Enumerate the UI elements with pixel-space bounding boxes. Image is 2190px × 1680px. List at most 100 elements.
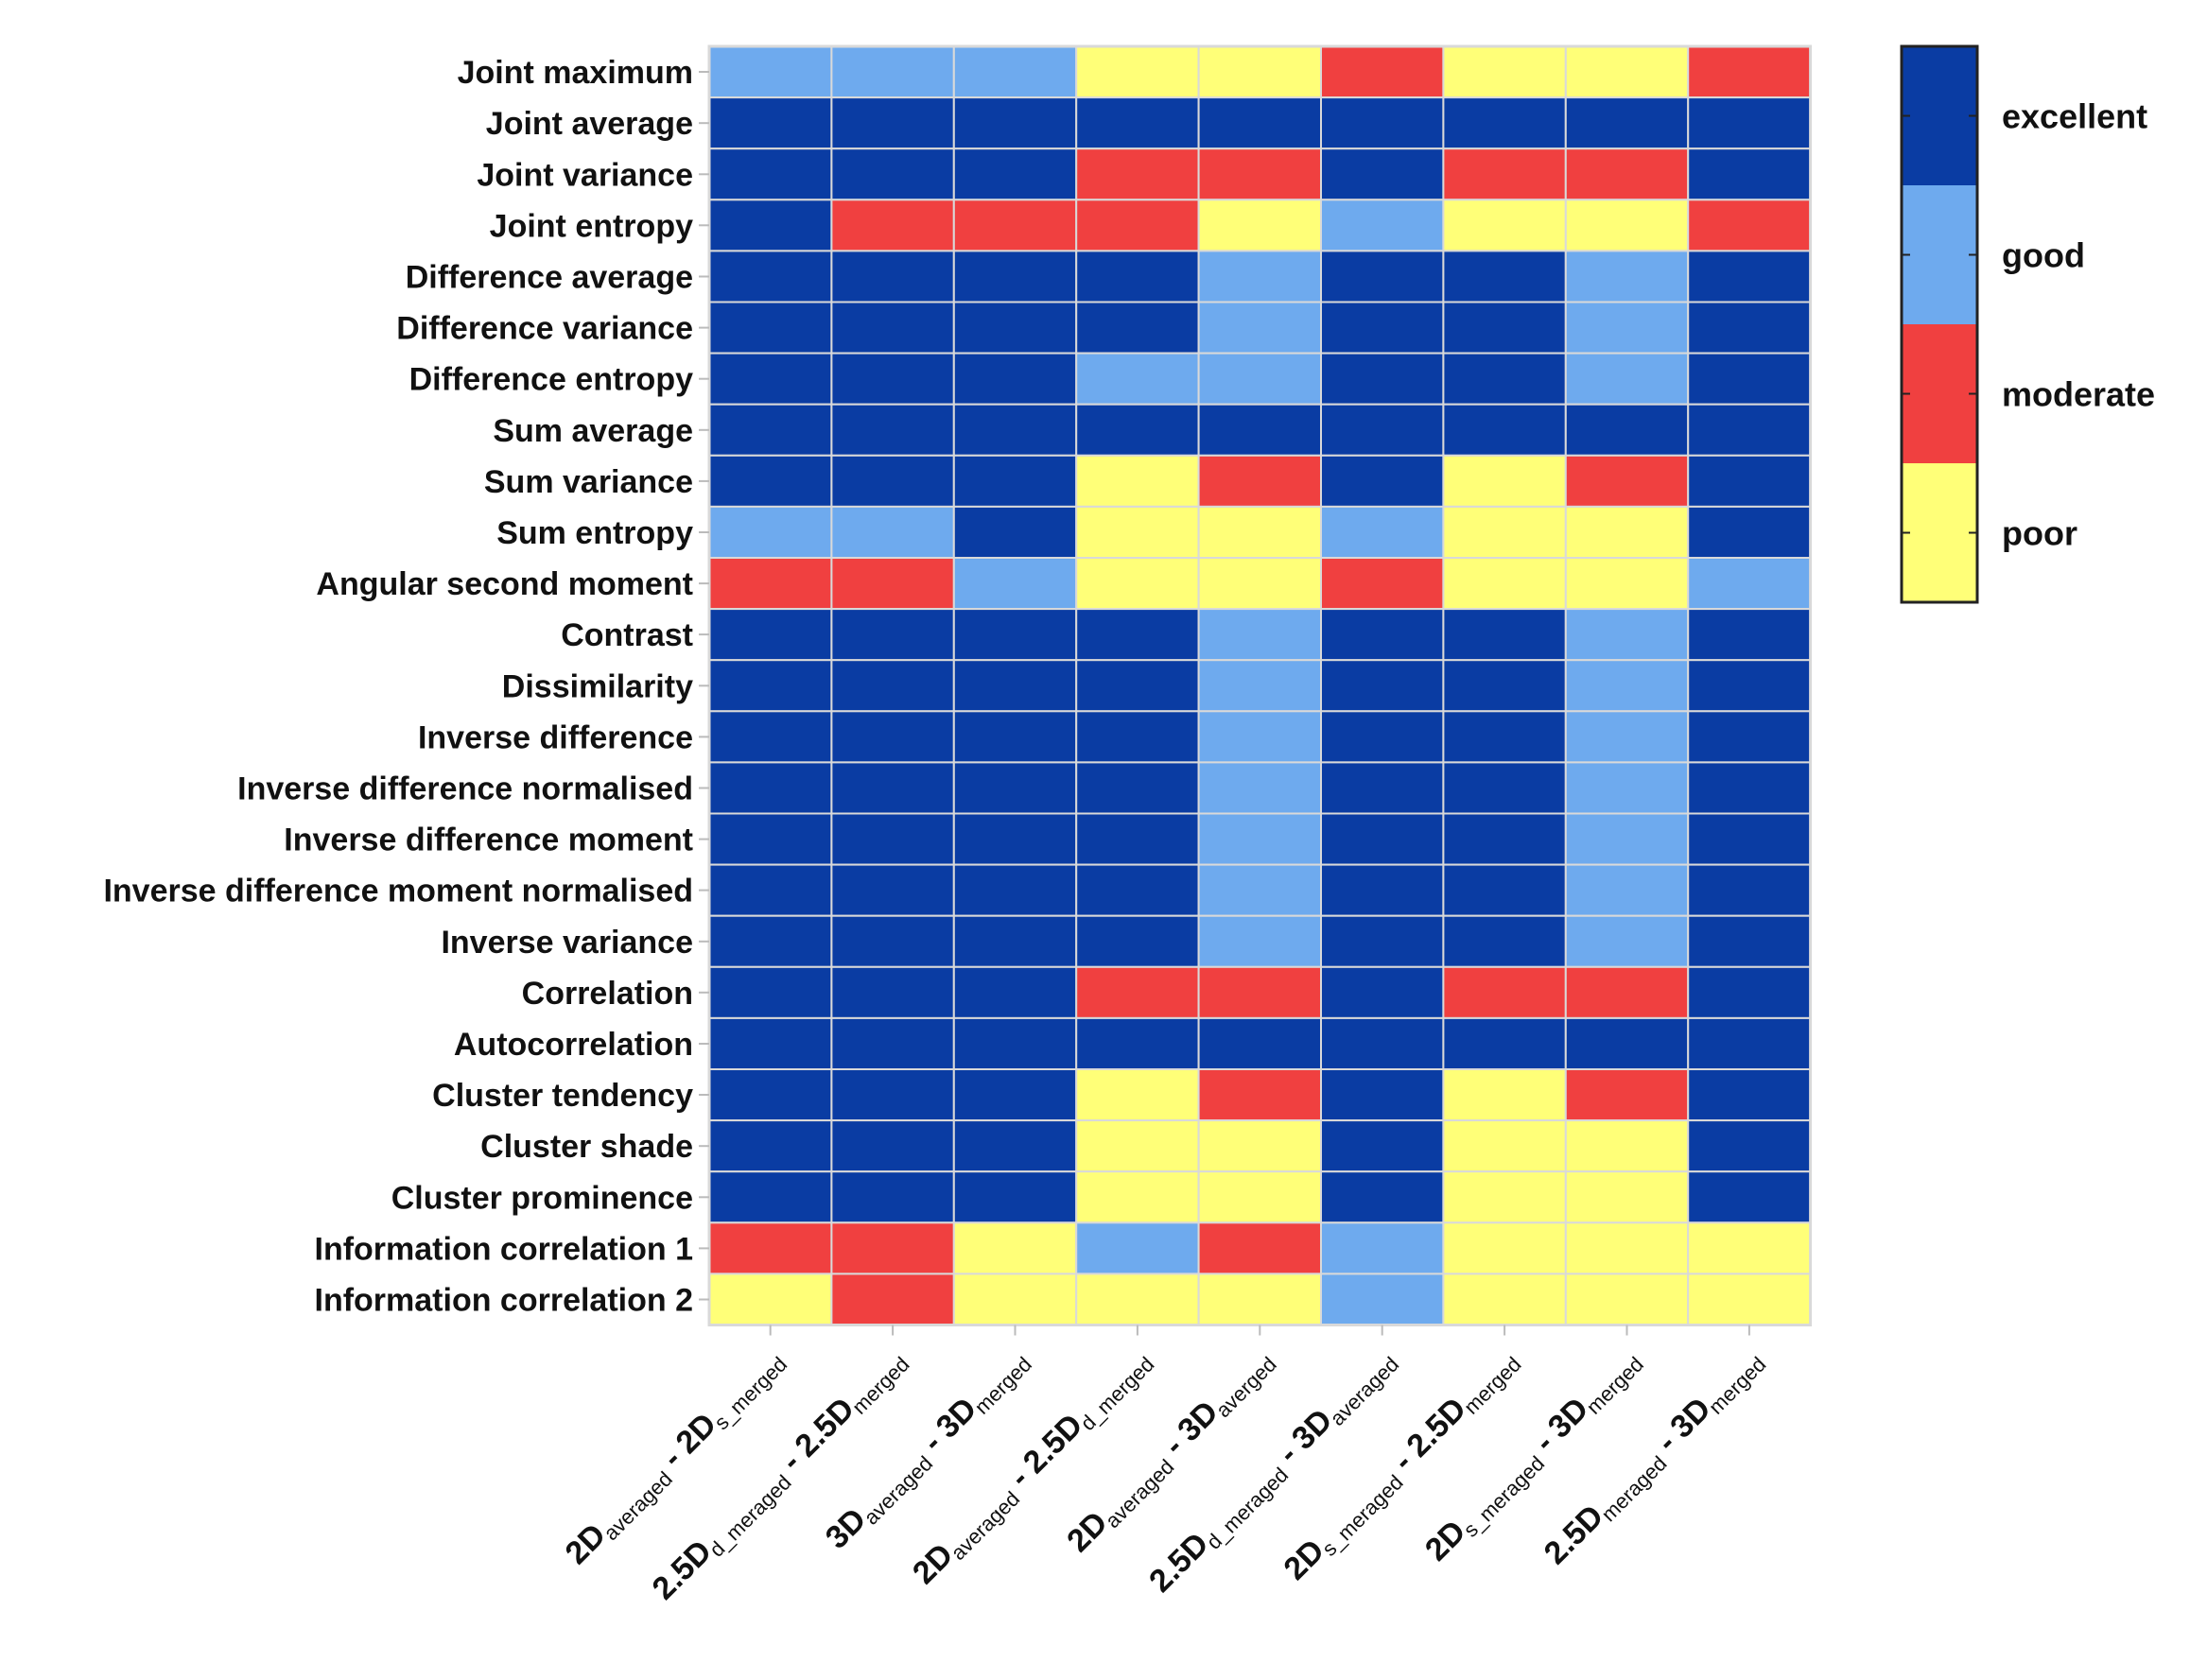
heatmap-cell-r17-c1 <box>708 863 833 917</box>
legend-swatch-excellent <box>1902 46 1977 185</box>
heatmap-cell-r22-c2 <box>830 1119 955 1173</box>
heatmap-cell-r18-c3 <box>952 914 1078 968</box>
heatmap-cell-r16-c5 <box>1197 812 1322 866</box>
heatmap-cell-r12-c7 <box>1442 608 1567 662</box>
heatmap-cell-r19-c7 <box>1442 965 1567 1019</box>
heatmap-cell-r1-c8 <box>1564 45 1690 99</box>
heatmap-cell-r24-c1 <box>708 1221 833 1275</box>
heatmap-cell-r19-c2 <box>830 965 955 1019</box>
heatmap-cell-r10-c3 <box>952 505 1078 560</box>
heatmap-cell-r14-c2 <box>830 710 955 764</box>
heatmap-cell-r22-c4 <box>1075 1119 1200 1173</box>
heatmap-cell-r21-c6 <box>1320 1068 1445 1122</box>
heatmap-cell-r14-c3 <box>952 710 1078 764</box>
row-label: Difference variance <box>396 311 693 347</box>
heatmap-cell-r25-c7 <box>1442 1273 1567 1326</box>
heatmap-cell-r4-c9 <box>1687 199 1812 252</box>
legend-border <box>1900 44 1979 604</box>
heatmap-cell-r18-c7 <box>1442 914 1567 968</box>
heatmap-cell-r22-c9 <box>1687 1119 1812 1173</box>
heatmap-cell-r5-c1 <box>708 250 833 303</box>
heatmap-cell-r1-c2 <box>830 45 955 99</box>
heatmap-cell-r9-c8 <box>1564 454 1690 508</box>
row-label: Contrast <box>561 617 693 653</box>
heatmap-cell-r11-c3 <box>952 557 1078 611</box>
heatmap-cell-r9-c5 <box>1197 454 1322 508</box>
heatmap-cell-r20-c7 <box>1442 1016 1567 1071</box>
heatmap-cell-r20-c3 <box>952 1016 1078 1071</box>
heatmap-cell-r14-c9 <box>1687 710 1812 764</box>
row-label: Cluster tendency <box>432 1078 693 1114</box>
column-label: 2Ds_meraged - 2.5Dmerged <box>1277 1341 1525 1589</box>
column-label: 2Daveraged - 3Daverged <box>1060 1341 1281 1562</box>
heatmap-cell-r23-c1 <box>708 1170 833 1224</box>
heatmap-cell-r1-c5 <box>1197 45 1322 99</box>
heatmap-cell-r13-c2 <box>830 659 955 713</box>
heatmap-cell-r21-c4 <box>1075 1068 1200 1122</box>
heatmap-cell-r6-c5 <box>1197 301 1322 355</box>
heatmap-cell-r16-c3 <box>952 812 1078 866</box>
heatmap-cell-r10-c5 <box>1197 505 1322 560</box>
legend-label-excellent: excellent <box>2002 97 2147 136</box>
heatmap-cell-r8-c5 <box>1197 403 1322 457</box>
legend-swatch-moderate <box>1902 324 1977 463</box>
heatmap-cell-r23-c2 <box>830 1170 955 1224</box>
heatmap-cell-r19-c5 <box>1197 965 1322 1019</box>
heatmap-cell-r11-c7 <box>1442 557 1567 611</box>
heatmap-cell-r16-c1 <box>708 812 833 866</box>
heatmap-cell-r20-c9 <box>1687 1016 1812 1071</box>
row-label: Sum variance <box>484 464 693 500</box>
heatmap-cell-r8-c8 <box>1564 403 1690 457</box>
heatmap-cell-r22-c3 <box>952 1119 1078 1173</box>
heatmap-cell-r20-c6 <box>1320 1016 1445 1071</box>
heatmap-cell-r7-c5 <box>1197 352 1322 406</box>
heatmap-cell-r18-c1 <box>708 914 833 968</box>
heatmap-cell-r10-c8 <box>1564 505 1690 560</box>
row-label: Cluster shade <box>480 1129 693 1165</box>
column-label: 2Ds_meraged - 3Dmerged <box>1418 1341 1648 1570</box>
heatmap-cell-r23-c4 <box>1075 1170 1200 1224</box>
heatmap-cell-r17-c4 <box>1075 863 1200 917</box>
heatmap-cell-r4-c4 <box>1075 199 1200 252</box>
heatmap-cell-r16-c2 <box>830 812 955 866</box>
heatmap-cell-r10-c7 <box>1442 505 1567 560</box>
heatmap-cell-r2-c3 <box>952 96 1078 150</box>
heatmap-cell-r2-c5 <box>1197 96 1322 150</box>
heatmap-cell-r7-c8 <box>1564 352 1690 406</box>
heatmap-cell-r15-c4 <box>1075 761 1200 815</box>
row-label: Difference entropy <box>409 362 693 398</box>
row-label: Joint maximum <box>458 55 693 91</box>
row-label: Joint variance <box>477 157 693 193</box>
heatmap-cell-r25-c1 <box>708 1273 833 1326</box>
heatmap-cell-r1-c1 <box>708 45 833 99</box>
heatmap-cell-r3-c9 <box>1687 147 1812 201</box>
heatmap-cell-r25-c9 <box>1687 1273 1812 1326</box>
heatmap-cell-r3-c8 <box>1564 147 1690 201</box>
heatmap-cell-r8-c6 <box>1320 403 1445 457</box>
heatmap-cell-r7-c6 <box>1320 352 1445 406</box>
heatmap-cell-r21-c8 <box>1564 1068 1690 1122</box>
heatmap-cell-r21-c7 <box>1442 1068 1567 1122</box>
heatmap-cell-r14-c5 <box>1197 710 1322 764</box>
heatmap-cell-r17-c6 <box>1320 863 1445 917</box>
heatmap-cell-r7-c1 <box>708 352 833 406</box>
heatmap-cell-r11-c9 <box>1687 557 1812 611</box>
heatmap-cell-r25-c8 <box>1564 1273 1690 1326</box>
heatmap-cell-r23-c3 <box>952 1170 1078 1224</box>
heatmap-cell-r22-c7 <box>1442 1119 1567 1173</box>
column-label: 2.5Dd_meraged - 3Daveraged <box>1142 1341 1403 1602</box>
heatmap-cell-r17-c2 <box>830 863 955 917</box>
heatmap-cell-r20-c8 <box>1564 1016 1690 1071</box>
heatmap-cell-r19-c4 <box>1075 965 1200 1019</box>
heatmap-cell-r19-c3 <box>952 965 1078 1019</box>
heatmap-cell-r21-c2 <box>830 1068 955 1122</box>
legend-label-good: good <box>2002 236 2085 275</box>
heatmap-cell-r9-c9 <box>1687 454 1812 508</box>
heatmap-cell-r12-c5 <box>1197 608 1322 662</box>
heatmap-cell-r2-c9 <box>1687 96 1812 150</box>
heatmap-cell-r25-c3 <box>952 1273 1078 1326</box>
heatmap-cell-r11-c6 <box>1320 557 1445 611</box>
heatmap-cell-r21-c3 <box>952 1068 1078 1122</box>
